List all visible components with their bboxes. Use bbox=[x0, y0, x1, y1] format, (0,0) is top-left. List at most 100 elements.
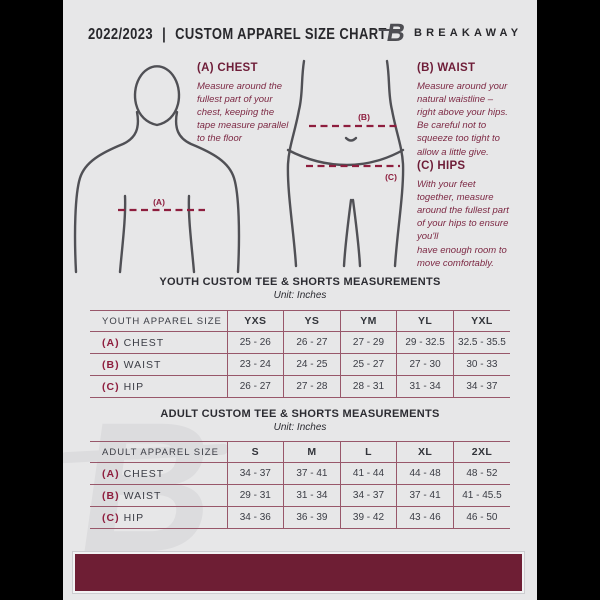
row-label: CHEST bbox=[123, 336, 165, 349]
table-cell: 25 - 27 bbox=[339, 353, 398, 376]
table-cell: 26 - 27 bbox=[226, 375, 285, 398]
title-text: CUSTOM APPAREL SIZE CHART bbox=[175, 24, 387, 42]
chest-marker-label: (A) bbox=[153, 197, 165, 207]
row-marker: (C) bbox=[102, 511, 120, 524]
table-cell: 44 - 48 bbox=[396, 462, 454, 485]
adult-waist-row: (B) WAIST 29 - 31 31 - 34 34 - 37 37 - 41… bbox=[90, 484, 510, 507]
title-year: 2022/2023 bbox=[88, 24, 154, 42]
table-cell: 43 - 46 bbox=[396, 506, 454, 529]
navel-mark bbox=[344, 136, 358, 142]
chest-heading: (A) CHEST bbox=[197, 62, 258, 74]
title-separator: | bbox=[162, 24, 167, 42]
footer-bar bbox=[73, 552, 524, 593]
hips-text: With your feet together, measure around … bbox=[417, 179, 509, 269]
table-cell: 48 - 52 bbox=[452, 462, 510, 485]
torso-diagram: (A) bbox=[73, 65, 241, 274]
adult-size-table: ADULT APPAREL SIZE S M L XL 2XL (A) CHEST… bbox=[90, 441, 510, 529]
youth-section-title: YOUTH CUSTOM TEE & SHORTS MEASUREMENTS bbox=[159, 276, 441, 288]
table-cell: 34 - 37 bbox=[452, 375, 510, 398]
table-cell: 31 - 34 bbox=[283, 484, 341, 507]
row-label: HIP bbox=[123, 511, 145, 524]
youth-size-label-cell: YOUTH APPAREL SIZE bbox=[90, 310, 228, 332]
measuring-guide-section: (A) (B) (C) (A) CHEST Measure around the… bbox=[63, 56, 537, 274]
left-armpit-line bbox=[118, 194, 127, 274]
adult-col-m: M bbox=[283, 441, 341, 463]
brand-logo: B BREAKAWAY bbox=[384, 18, 523, 47]
table-cell: 25 - 26 bbox=[226, 331, 285, 354]
youth-chest-row: (A) CHEST 25 - 26 26 - 27 27 - 29 29 - 32… bbox=[90, 331, 510, 354]
table-cell: 26 - 27 bbox=[283, 331, 341, 354]
table-cell: 23 - 24 bbox=[226, 353, 285, 376]
waist-instructions: (B) WAIST Measure around your natural wa… bbox=[417, 62, 533, 159]
youth-col-ym: YM bbox=[339, 310, 398, 332]
adult-chest-row: (A) CHEST 34 - 37 37 - 41 41 - 44 44 - 48… bbox=[90, 462, 510, 485]
table-cell: 27 - 28 bbox=[283, 375, 341, 398]
table-cell: 36 - 39 bbox=[283, 506, 341, 529]
table-cell: 41 - 44 bbox=[339, 462, 398, 485]
right-hip-leg-outline bbox=[385, 59, 405, 268]
table-cell: 34 - 37 bbox=[226, 462, 285, 485]
table-cell: 27 - 29 bbox=[339, 331, 398, 354]
row-label-cell: (A) CHEST bbox=[90, 331, 228, 354]
chest-text: Measure around the fullest part of your … bbox=[197, 81, 289, 145]
adult-section-title: ADULT CUSTOM TEE & SHORTS MEASUREMENTS bbox=[160, 408, 440, 420]
table-cell: 24 - 25 bbox=[283, 353, 341, 376]
row-marker: (C) bbox=[102, 380, 120, 393]
head-outline bbox=[133, 65, 181, 127]
adult-col-s: S bbox=[226, 441, 285, 463]
table-cell: 29 - 32.5 bbox=[396, 331, 454, 354]
adult-header-row: ADULT APPAREL SIZE S M L XL 2XL bbox=[90, 441, 510, 463]
brand-name: BREAKAWAY bbox=[413, 27, 523, 39]
breakaway-logo-icon: B bbox=[384, 18, 408, 47]
row-label: WAIST bbox=[123, 489, 162, 502]
adult-col-l: L bbox=[339, 441, 398, 463]
row-label-cell: (B) WAIST bbox=[90, 484, 228, 507]
right-armpit-line bbox=[187, 194, 196, 274]
youth-unit-label: Unit: Inches bbox=[273, 290, 327, 301]
table-cell: 32.5 - 35.5 bbox=[452, 331, 510, 354]
left-shoulder-arm-outline bbox=[73, 110, 140, 274]
row-label: CHEST bbox=[123, 467, 165, 480]
youth-hip-row: (C) HIP 26 - 27 27 - 28 28 - 31 31 - 34 3… bbox=[90, 375, 510, 398]
row-label-cell: (C) HIP bbox=[90, 375, 228, 398]
youth-header-row: YOUTH APPAREL SIZE YXS YS YM YL YXL bbox=[90, 310, 510, 332]
row-label: WAIST bbox=[123, 358, 162, 371]
waist-marker-label: (B) bbox=[358, 112, 370, 122]
table-cell: 37 - 41 bbox=[283, 462, 341, 485]
waist-heading: (B) WAIST bbox=[417, 62, 476, 74]
adult-col-2xl: 2XL bbox=[452, 441, 510, 463]
table-cell: 31 - 34 bbox=[396, 375, 454, 398]
youth-col-ys: YS bbox=[283, 310, 341, 332]
hip-marker-label: (C) bbox=[385, 172, 397, 182]
adult-hip-row: (C) HIP 34 - 36 36 - 39 39 - 42 43 - 46 4… bbox=[90, 506, 510, 529]
table-cell: 37 - 41 bbox=[396, 484, 454, 507]
row-label-cell: (A) CHEST bbox=[90, 462, 228, 485]
adult-size-label-cell: ADULT APPAREL SIZE bbox=[90, 441, 228, 463]
row-label: HIP bbox=[123, 380, 145, 393]
table-cell: 27 - 30 bbox=[396, 353, 454, 376]
adult-col-xl: XL bbox=[396, 441, 454, 463]
size-chart-document: 2022/2023 | CUSTOM APPAREL SIZE CHART B … bbox=[63, 0, 537, 600]
youth-col-yxs: YXS bbox=[226, 310, 285, 332]
right-inner-leg-line bbox=[351, 198, 362, 268]
hips-heading: (C) HIPS bbox=[417, 160, 466, 172]
table-cell: 41 - 45.5 bbox=[452, 484, 510, 507]
adult-unit-label: Unit: Inches bbox=[273, 422, 327, 433]
youth-col-yxl: YXL bbox=[452, 310, 510, 332]
waistband-curve bbox=[286, 148, 405, 167]
row-label-cell: (B) WAIST bbox=[90, 353, 228, 376]
document-header: 2022/2023 | CUSTOM APPAREL SIZE CHART B … bbox=[88, 18, 518, 48]
row-marker: (A) bbox=[102, 467, 120, 480]
row-marker: (B) bbox=[102, 358, 120, 371]
hips-instructions: (C) HIPS With your feet together, measur… bbox=[417, 160, 533, 270]
right-shoulder-arm-outline bbox=[174, 110, 241, 274]
youth-waist-row: (B) WAIST 23 - 24 24 - 25 25 - 27 27 - 30… bbox=[90, 353, 510, 376]
table-cell: 46 - 50 bbox=[452, 506, 510, 529]
chest-instructions: (A) CHEST Measure around the fullest par… bbox=[197, 62, 313, 146]
row-marker: (A) bbox=[102, 336, 120, 349]
table-cell: 28 - 31 bbox=[339, 375, 398, 398]
youth-size-table: YOUTH APPAREL SIZE YXS YS YM YL YXL (A) C… bbox=[90, 310, 510, 398]
row-label-cell: (C) HIP bbox=[90, 506, 228, 529]
waist-text: Measure around your natural waistline – … bbox=[417, 81, 508, 158]
left-hip-leg-outline bbox=[286, 59, 306, 268]
